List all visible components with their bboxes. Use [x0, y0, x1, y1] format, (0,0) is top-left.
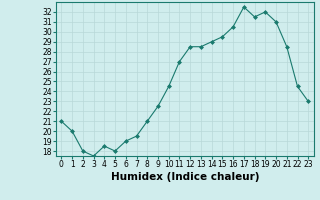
X-axis label: Humidex (Indice chaleur): Humidex (Indice chaleur) — [110, 172, 259, 182]
